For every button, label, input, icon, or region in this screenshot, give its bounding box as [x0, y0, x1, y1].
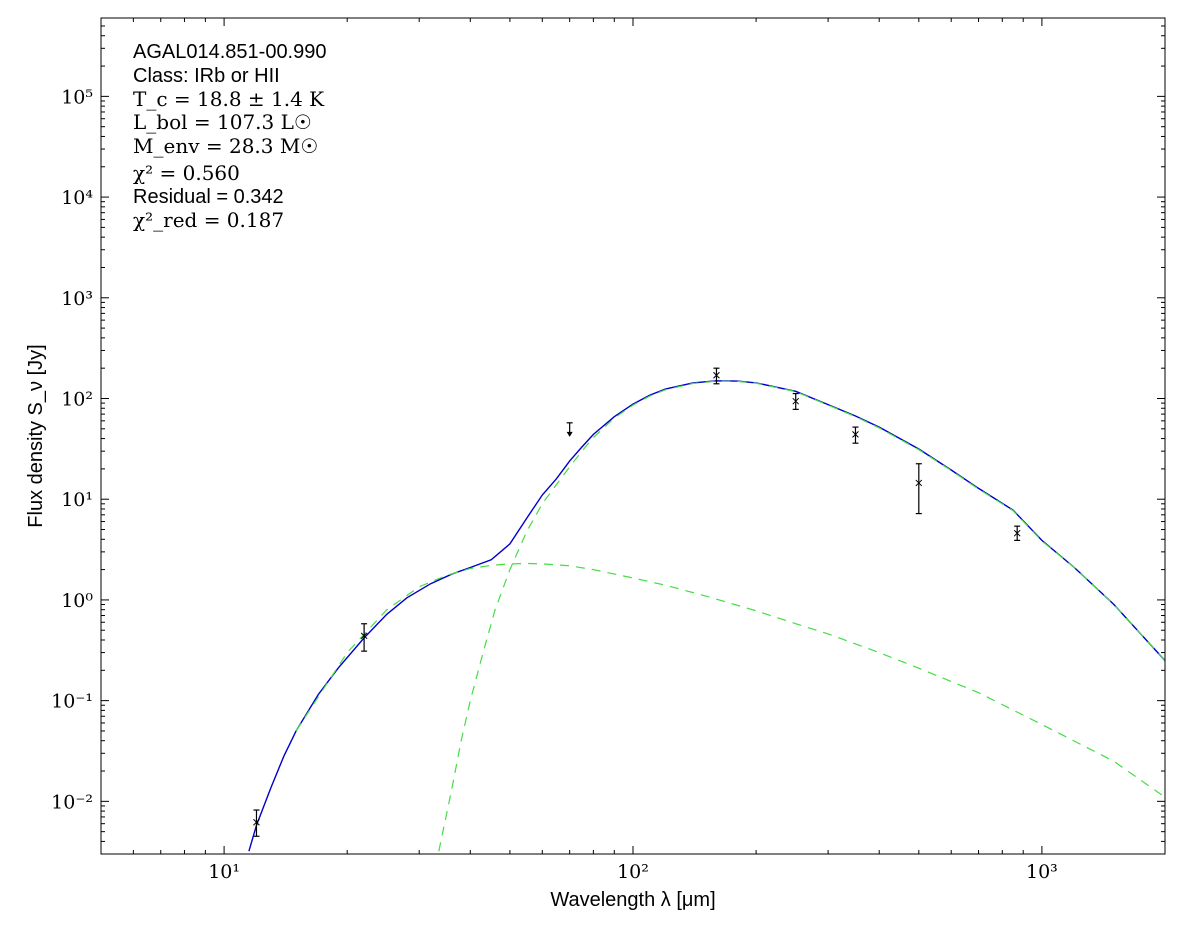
x-tick-label-1: 10² [617, 861, 649, 883]
y-tick-label-6: 10⁴ [61, 187, 93, 209]
y-tick-label-5: 10³ [61, 288, 93, 310]
total-sed-curve [248, 380, 1165, 852]
tc-label: T_c = 18.8 ± 1.4 K [133, 87, 325, 111]
x-tick-label-2: 10³ [1026, 861, 1058, 883]
component-curve-1 [438, 380, 1165, 852]
data-point-6 [915, 463, 923, 515]
y-tick-label-4: 10² [61, 388, 93, 410]
chi2red-label: χ²_red = 0.187 [133, 208, 284, 232]
model-curves [248, 380, 1165, 852]
data-point-2 [566, 422, 573, 437]
class-label: Class: IRb or HII [133, 65, 280, 87]
data-point-0 [253, 809, 260, 837]
y-axis-label: Flux density S_ν [Jy] [25, 344, 47, 527]
data-points [253, 367, 1021, 837]
source-name-label: AGAL014.851-00.990 [133, 41, 327, 63]
component-curve-2 [295, 562, 1165, 798]
menv-label: M_env = 28.3 M☉ [133, 134, 318, 158]
axis-ticks: 10¹ 10² 10³ 10⁻² 10⁻¹ 10⁰ 10¹ 10² 10³ 10⁴ 10⁵ [51, 17, 1166, 883]
x-axis-label: Wavelength λ [μm] [550, 889, 715, 911]
y-tick-label-2: 10⁰ [61, 590, 93, 612]
lbol-label: L_bol = 107.3 L☉ [133, 110, 312, 134]
data-point-3 [713, 367, 720, 385]
data-point-7 [1013, 525, 1021, 541]
chi2-label: χ² = 0.560 [133, 161, 240, 185]
y-tick-label-3: 10¹ [61, 489, 93, 511]
residual-label: Residual = 0.342 [133, 186, 284, 208]
data-point-1 [360, 623, 368, 652]
data-point-5 [852, 426, 859, 444]
y-tick-label-0: 10⁻² [51, 791, 93, 813]
plot-frame [100, 17, 1166, 855]
y-tick-label-7: 10⁵ [61, 86, 93, 108]
y-tick-label-1: 10⁻¹ [51, 691, 93, 713]
x-tick-label-0: 10¹ [208, 861, 240, 883]
data-point-4 [792, 392, 800, 410]
